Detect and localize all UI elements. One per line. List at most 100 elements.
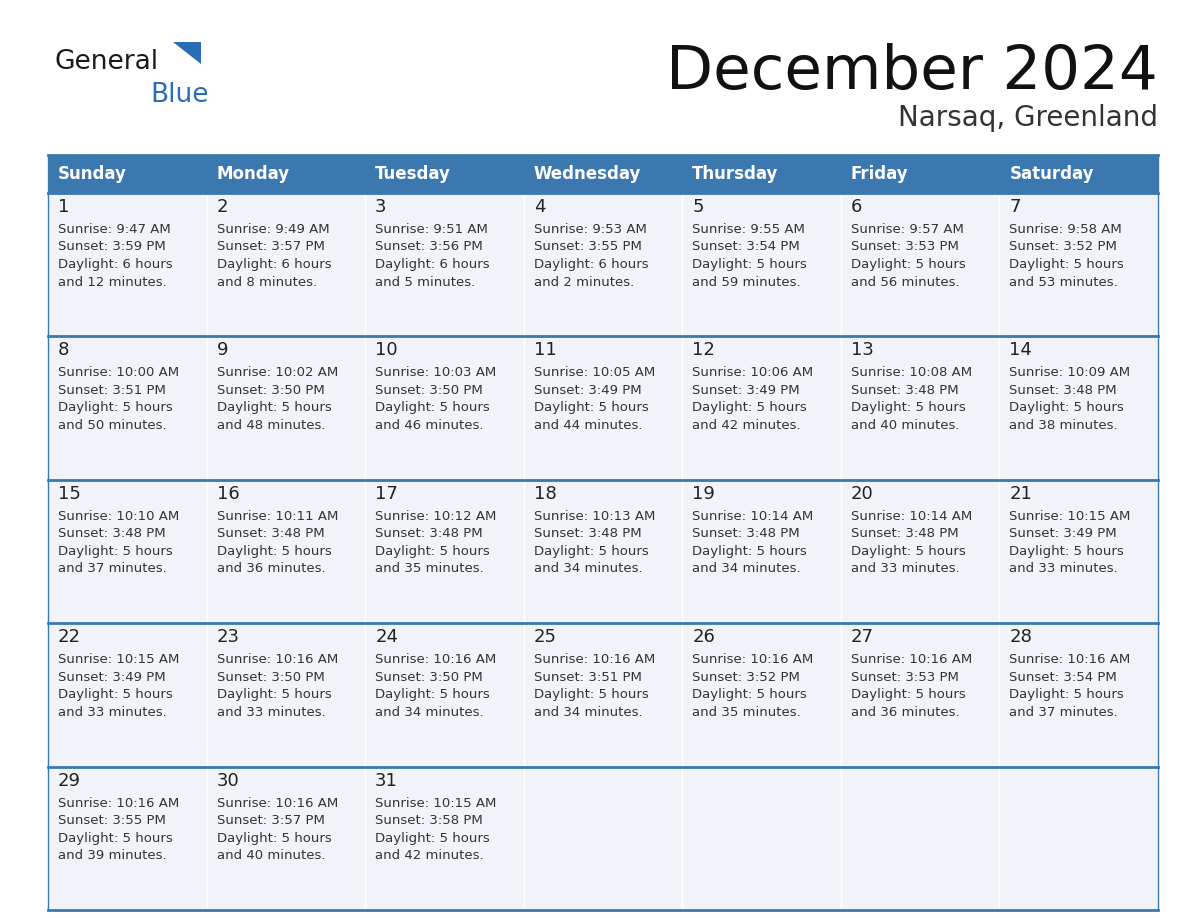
Text: Sunrise: 9:47 AM: Sunrise: 9:47 AM (58, 223, 171, 236)
Bar (365, 623, 524, 767)
Bar (48, 480, 207, 623)
Text: and 36 minutes.: and 36 minutes. (851, 706, 960, 719)
Text: 21: 21 (1010, 485, 1032, 503)
Text: 4: 4 (533, 198, 545, 216)
Text: Sunset: 3:48 PM: Sunset: 3:48 PM (693, 527, 800, 541)
Bar (524, 193, 682, 336)
Bar (48, 155, 1158, 193)
Text: 12: 12 (693, 341, 715, 360)
Bar (207, 193, 365, 336)
Text: and 2 minutes.: and 2 minutes. (533, 275, 634, 288)
Text: Sunrise: 10:15 AM: Sunrise: 10:15 AM (1010, 509, 1131, 522)
Text: Sunset: 3:48 PM: Sunset: 3:48 PM (375, 527, 482, 541)
Text: Daylight: 5 hours: Daylight: 5 hours (1010, 401, 1124, 414)
Text: Sunrise: 10:16 AM: Sunrise: 10:16 AM (1010, 654, 1131, 666)
Bar (48, 193, 207, 336)
Text: Daylight: 5 hours: Daylight: 5 hours (375, 401, 489, 414)
Text: and 33 minutes.: and 33 minutes. (1010, 563, 1118, 576)
Text: 30: 30 (216, 772, 239, 789)
Text: Sunset: 3:56 PM: Sunset: 3:56 PM (375, 241, 482, 253)
Text: Daylight: 5 hours: Daylight: 5 hours (216, 688, 331, 701)
Text: 15: 15 (58, 485, 81, 503)
Text: Thursday: Thursday (693, 165, 778, 183)
Text: Saturday: Saturday (1010, 165, 1094, 183)
Text: and 50 minutes.: and 50 minutes. (58, 419, 166, 431)
Text: Sunrise: 10:15 AM: Sunrise: 10:15 AM (58, 654, 179, 666)
Text: Daylight: 5 hours: Daylight: 5 hours (851, 544, 966, 558)
Text: Sunset: 3:49 PM: Sunset: 3:49 PM (533, 384, 642, 397)
Text: and 35 minutes.: and 35 minutes. (375, 563, 484, 576)
Text: Daylight: 6 hours: Daylight: 6 hours (533, 258, 649, 271)
Text: and 39 minutes.: and 39 minutes. (58, 849, 166, 862)
Text: and 33 minutes.: and 33 minutes. (216, 706, 326, 719)
Text: Sunrise: 10:16 AM: Sunrise: 10:16 AM (533, 654, 655, 666)
Text: and 8 minutes.: and 8 minutes. (216, 275, 317, 288)
Text: and 56 minutes.: and 56 minutes. (851, 275, 960, 288)
Text: 19: 19 (693, 485, 715, 503)
Bar (841, 623, 999, 767)
Text: and 37 minutes.: and 37 minutes. (58, 563, 166, 576)
Text: Sunrise: 10:03 AM: Sunrise: 10:03 AM (375, 366, 497, 379)
Text: and 59 minutes.: and 59 minutes. (693, 275, 801, 288)
Text: Daylight: 5 hours: Daylight: 5 hours (533, 544, 649, 558)
Text: 16: 16 (216, 485, 239, 503)
Text: Sunset: 3:48 PM: Sunset: 3:48 PM (851, 527, 959, 541)
Text: Daylight: 5 hours: Daylight: 5 hours (693, 258, 807, 271)
Text: Sunrise: 10:08 AM: Sunrise: 10:08 AM (851, 366, 972, 379)
Text: Daylight: 5 hours: Daylight: 5 hours (533, 688, 649, 701)
Text: Sunrise: 10:16 AM: Sunrise: 10:16 AM (216, 654, 337, 666)
Bar (524, 336, 682, 480)
Text: Daylight: 5 hours: Daylight: 5 hours (375, 832, 489, 845)
Text: Sunrise: 9:55 AM: Sunrise: 9:55 AM (693, 223, 805, 236)
Text: and 35 minutes.: and 35 minutes. (693, 706, 801, 719)
Text: and 34 minutes.: and 34 minutes. (375, 706, 484, 719)
Bar (841, 336, 999, 480)
Text: and 34 minutes.: and 34 minutes. (693, 563, 801, 576)
Text: 14: 14 (1010, 341, 1032, 360)
Polygon shape (173, 42, 201, 64)
Text: Daylight: 5 hours: Daylight: 5 hours (1010, 544, 1124, 558)
Text: Sunset: 3:53 PM: Sunset: 3:53 PM (851, 671, 959, 684)
Bar (682, 480, 841, 623)
Text: 25: 25 (533, 628, 557, 646)
Text: Sunset: 3:51 PM: Sunset: 3:51 PM (533, 671, 642, 684)
Text: Sunday: Sunday (58, 165, 127, 183)
Text: Blue: Blue (150, 82, 209, 108)
Text: 26: 26 (693, 628, 715, 646)
Bar (524, 480, 682, 623)
Text: Sunset: 3:55 PM: Sunset: 3:55 PM (58, 814, 166, 827)
Text: Sunset: 3:52 PM: Sunset: 3:52 PM (1010, 241, 1117, 253)
Text: and 36 minutes.: and 36 minutes. (216, 563, 326, 576)
Text: Sunrise: 10:16 AM: Sunrise: 10:16 AM (216, 797, 337, 810)
Bar (682, 767, 841, 910)
Text: 29: 29 (58, 772, 81, 789)
Text: and 42 minutes.: and 42 minutes. (693, 419, 801, 431)
Bar (841, 480, 999, 623)
Text: 13: 13 (851, 341, 873, 360)
Bar (48, 336, 207, 480)
Text: 6: 6 (851, 198, 862, 216)
Text: Sunrise: 9:49 AM: Sunrise: 9:49 AM (216, 223, 329, 236)
Bar (524, 623, 682, 767)
Text: and 40 minutes.: and 40 minutes. (216, 849, 326, 862)
Bar (524, 767, 682, 910)
Bar (207, 767, 365, 910)
Text: Sunset: 3:49 PM: Sunset: 3:49 PM (693, 384, 800, 397)
Bar (207, 336, 365, 480)
Text: Sunrise: 10:12 AM: Sunrise: 10:12 AM (375, 509, 497, 522)
Text: and 34 minutes.: and 34 minutes. (533, 563, 643, 576)
Text: and 12 minutes.: and 12 minutes. (58, 275, 166, 288)
Text: 22: 22 (58, 628, 81, 646)
Bar (841, 767, 999, 910)
Bar (841, 193, 999, 336)
Text: Sunrise: 10:16 AM: Sunrise: 10:16 AM (851, 654, 972, 666)
Text: Sunset: 3:50 PM: Sunset: 3:50 PM (375, 384, 482, 397)
Text: Sunrise: 9:51 AM: Sunrise: 9:51 AM (375, 223, 488, 236)
Text: Narsaq, Greenland: Narsaq, Greenland (898, 104, 1158, 132)
Text: Sunrise: 10:16 AM: Sunrise: 10:16 AM (58, 797, 179, 810)
Text: Sunset: 3:54 PM: Sunset: 3:54 PM (1010, 671, 1117, 684)
Text: Sunset: 3:50 PM: Sunset: 3:50 PM (216, 671, 324, 684)
Text: Sunset: 3:48 PM: Sunset: 3:48 PM (58, 527, 165, 541)
Text: 9: 9 (216, 341, 228, 360)
Text: 10: 10 (375, 341, 398, 360)
